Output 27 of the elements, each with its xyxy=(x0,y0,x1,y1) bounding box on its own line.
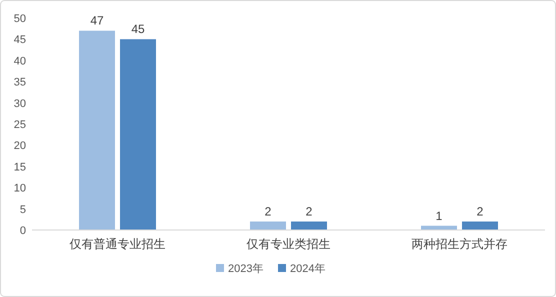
y-tick-label: 30 xyxy=(14,98,26,110)
legend-label: 2023年 xyxy=(228,263,264,275)
y-tick-label: 45 xyxy=(14,34,26,46)
data-label: 2 xyxy=(306,204,313,219)
y-tick-label: 5 xyxy=(20,204,26,216)
bar xyxy=(291,222,327,230)
bar xyxy=(462,222,498,230)
bar xyxy=(250,222,286,230)
y-tick-label: 25 xyxy=(14,119,26,131)
data-label: 47 xyxy=(90,14,104,28)
legend-label: 2024年 xyxy=(290,263,326,275)
bar xyxy=(79,30,115,230)
y-tick-label: 20 xyxy=(14,140,26,152)
x-tick-label: 两种招生方式并存 xyxy=(412,237,508,251)
y-tick-label: 15 xyxy=(14,161,26,174)
y-tick-label: 0 xyxy=(20,225,26,237)
y-tick-label: 40 xyxy=(14,55,26,68)
data-label: 1 xyxy=(436,208,443,223)
data-label: 2 xyxy=(476,204,484,219)
bar xyxy=(120,39,156,230)
y-tick-label: 10 xyxy=(14,182,26,195)
y-tick-label: 35 xyxy=(14,76,26,89)
x-tick-label: 仅有专业类招生 xyxy=(246,237,330,251)
y-tick-label: 50 xyxy=(14,13,26,25)
data-label: 2 xyxy=(264,204,272,219)
data-label: 45 xyxy=(131,22,145,36)
x-tick-label: 仅有普通专业招生 xyxy=(70,237,166,251)
